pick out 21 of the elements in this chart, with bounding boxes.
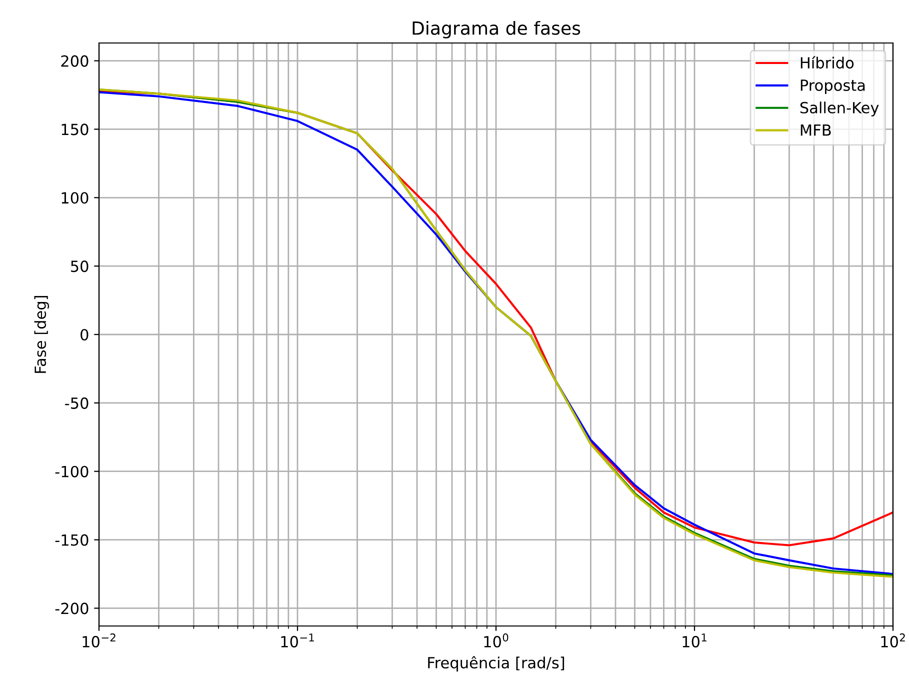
legend-label: MFB bbox=[800, 124, 831, 136]
y-tick-label: -150 bbox=[55, 534, 88, 546]
y-tick-label: -100 bbox=[55, 466, 88, 478]
y-axis-title: Fase [deg] bbox=[34, 296, 50, 373]
y-tick-label: -200 bbox=[55, 602, 88, 614]
y-tick-label: 0 bbox=[80, 328, 88, 341]
x-tick-label: 10$^{1}$ bbox=[682, 634, 706, 648]
x-axis-title: Frequência [rad/s] bbox=[428, 656, 564, 672]
y-tick-label: 100 bbox=[62, 192, 88, 204]
legend-label: Sallen-Key bbox=[800, 102, 879, 116]
legend-label: Híbrido bbox=[800, 56, 854, 69]
y-tick-label: -50 bbox=[65, 397, 88, 409]
x-tick-label: 10$^{0}$ bbox=[484, 633, 508, 648]
y-tick-label: 150 bbox=[62, 124, 88, 136]
x-tick-label: 10$^{2}$ bbox=[881, 633, 905, 648]
y-tick-label: 50 bbox=[71, 260, 88, 272]
legend-label: Proposta bbox=[800, 80, 865, 94]
y-tick-label: 200 bbox=[61, 55, 88, 67]
x-tick-label: 10$^{−1}$ bbox=[281, 634, 314, 648]
x-tick-label: 10$^{−2}$ bbox=[82, 633, 116, 648]
chart-title: Diagrama de fases bbox=[412, 20, 580, 38]
